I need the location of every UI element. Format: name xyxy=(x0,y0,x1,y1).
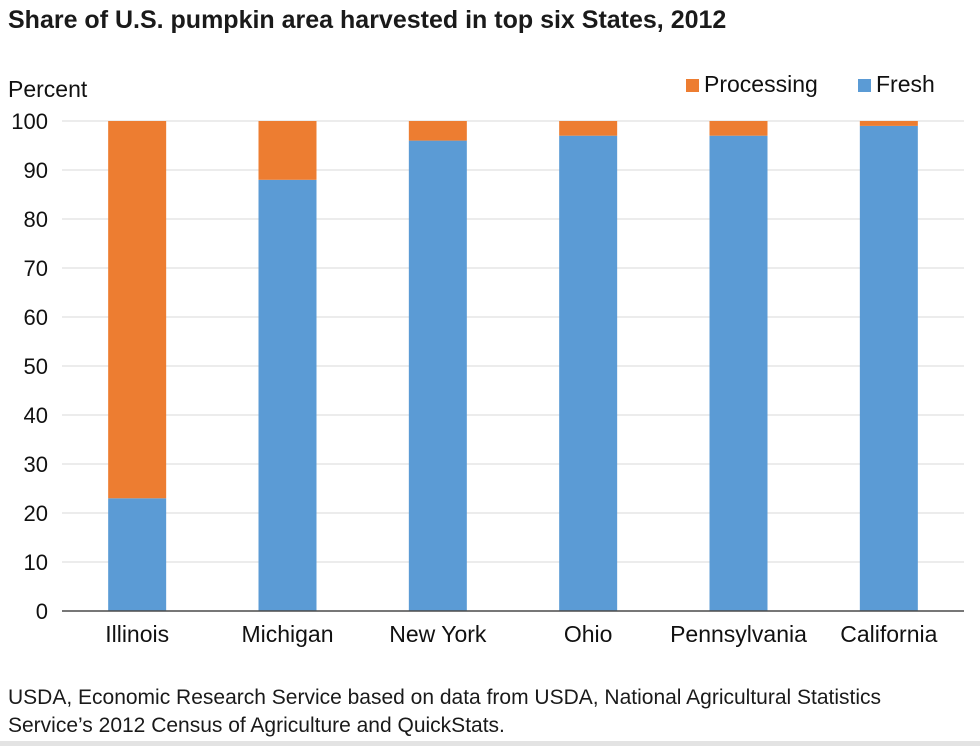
y-tick-label: 40 xyxy=(24,403,48,428)
x-tick-label: Illinois xyxy=(105,621,169,647)
bar-segment-processing xyxy=(709,121,768,136)
bar-segment-fresh xyxy=(258,179,317,612)
bar-segment-processing xyxy=(108,121,167,499)
y-axis-label: Percent xyxy=(8,76,88,102)
legend-item-fresh: Fresh xyxy=(858,71,935,97)
bar-segment-processing xyxy=(408,121,467,141)
x-tick-label: New York xyxy=(389,621,487,647)
legend-swatch xyxy=(686,79,699,92)
legend: Processing Fresh xyxy=(686,71,935,97)
x-tick-label: California xyxy=(840,621,937,647)
y-tick-label: 10 xyxy=(24,550,48,575)
x-tick-label: Michigan xyxy=(241,621,333,647)
y-tick-label: 80 xyxy=(24,207,48,232)
chart-title: Share of U.S. pumpkin area harvested in … xyxy=(8,6,727,34)
stacked-bar-chart: 0 10 20 30 40 50 60 70 80 90 100 Illinois Michigan Ne… xyxy=(8,71,964,647)
legend-swatch xyxy=(858,79,871,92)
bar-segment-fresh xyxy=(859,125,918,612)
bar-segment-fresh xyxy=(559,135,618,611)
bar-segment-processing xyxy=(258,121,317,180)
y-tick-label: 70 xyxy=(24,256,48,281)
y-tick-label: 20 xyxy=(24,501,48,526)
bar-segment-processing xyxy=(859,121,918,126)
bar-segment-fresh xyxy=(408,140,467,611)
source-note: USDA, Economic Research Service based on… xyxy=(8,686,882,737)
bars xyxy=(108,121,918,612)
y-tick-label: 100 xyxy=(11,109,48,134)
y-tick-label: 0 xyxy=(36,599,48,624)
legend-label: Processing xyxy=(704,71,818,97)
legend-item-processing: Processing xyxy=(686,71,818,97)
bottom-rule xyxy=(0,741,980,746)
legend-label: Fresh xyxy=(876,71,935,97)
bar-segment-fresh xyxy=(108,498,167,611)
x-tick-label: Ohio xyxy=(564,621,613,647)
axes: 0 10 20 30 40 50 60 70 80 90 100 Illinois Michigan Ne… xyxy=(11,109,964,647)
y-tick-label: 60 xyxy=(24,305,48,330)
y-tick-label: 30 xyxy=(24,452,48,477)
y-tick-label: 90 xyxy=(24,158,48,183)
bar-segment-processing xyxy=(559,121,618,136)
x-tick-label: Pennsylvania xyxy=(670,621,807,647)
gridlines xyxy=(62,120,964,563)
bar-segment-fresh xyxy=(709,135,768,611)
y-tick-label: 50 xyxy=(24,354,48,379)
